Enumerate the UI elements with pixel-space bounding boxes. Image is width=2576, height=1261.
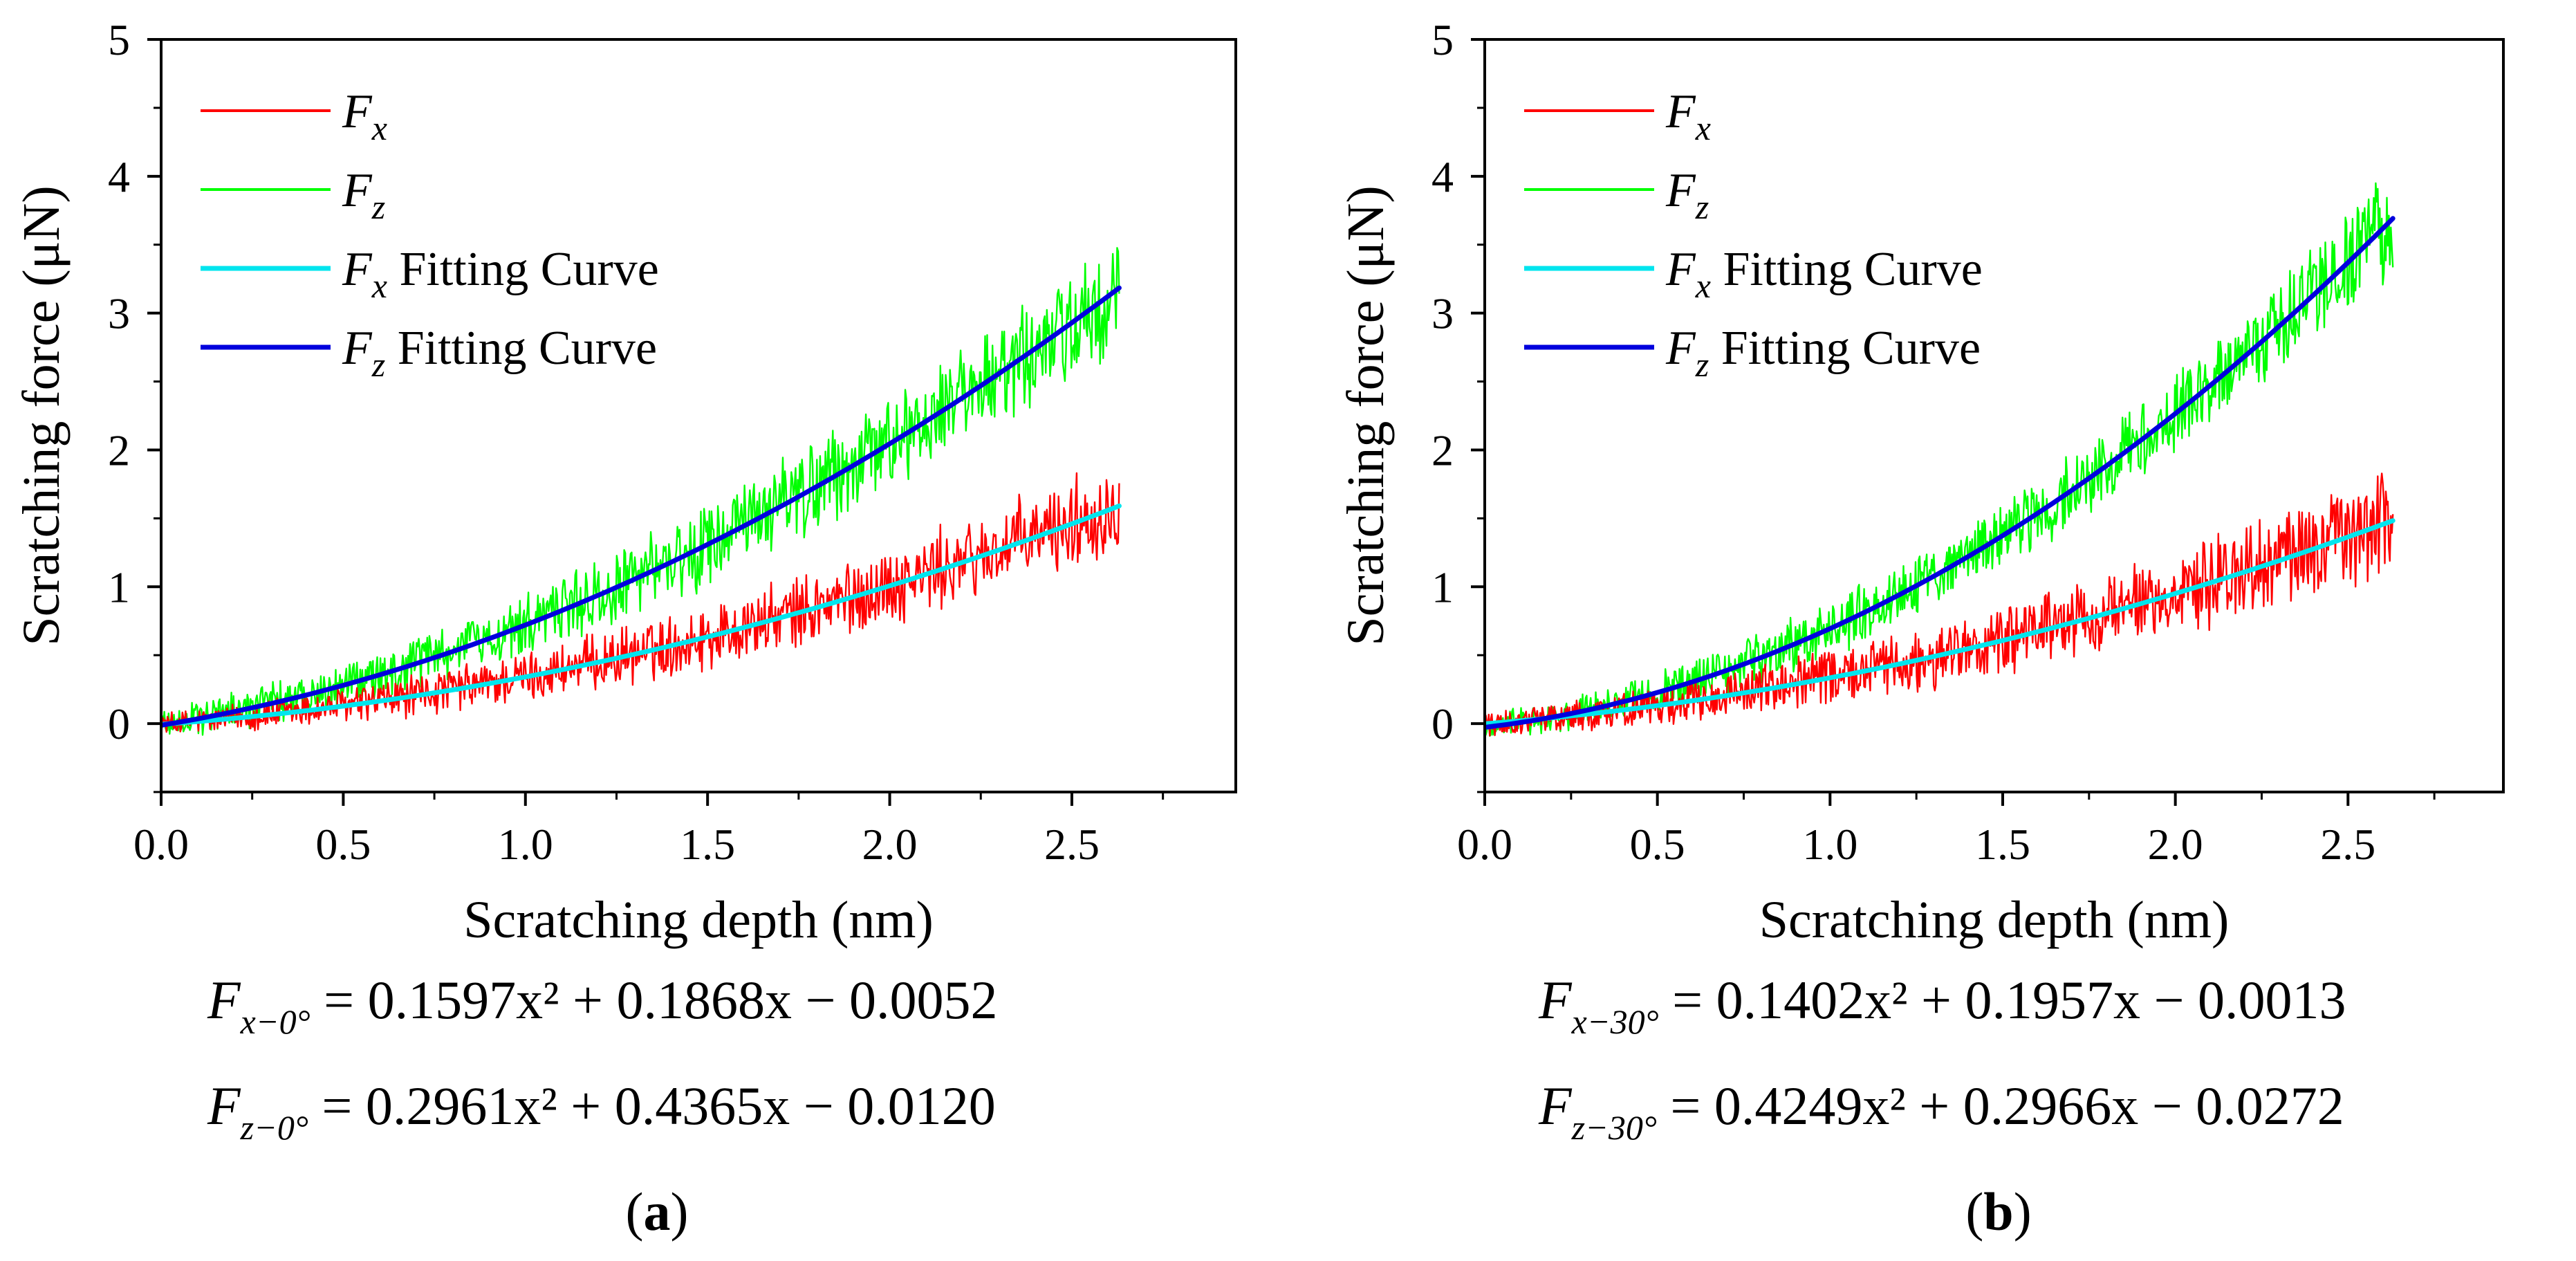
y-axis-title: Scratching force (μN) xyxy=(12,185,71,645)
legend: Fx Fz Fx Fitting Curve Fz Fitting Curve xyxy=(201,85,659,384)
x-tick-label: 2.0 xyxy=(862,820,918,869)
panel-label: (a) xyxy=(626,1181,689,1242)
series-x-fit-line xyxy=(161,503,1122,727)
y-tick-label: 2 xyxy=(1431,425,1454,475)
plot-area xyxy=(1485,182,2396,737)
fit-equation-2: Fz−0° = 0.2961x² + 0.4365x − 0.0120 xyxy=(207,1076,996,1147)
x-tick-label: 1.5 xyxy=(1975,820,2030,869)
y-axis-title: Scratching force (μN) xyxy=(1337,185,1395,645)
legend-label-1: Fx xyxy=(342,85,387,147)
series-z-noisy-line xyxy=(161,247,1120,736)
legend-label-4: Fz Fitting Curve xyxy=(1665,322,1981,384)
x-tick-label: 0.0 xyxy=(133,820,189,869)
x-tick-label: 2.5 xyxy=(2320,820,2375,869)
legend-label-2: Fz xyxy=(1665,164,1709,226)
chart-panel-b: 0.0 0.5 1.0 1.5 2.0 2.5 0 1 2 3 4 5 Scratching depth… xyxy=(1337,15,2505,1242)
y-tick-label: 4 xyxy=(108,152,130,201)
fit-equation-1: Fx−30° = 0.1402x² + 0.1957x − 0.0013 xyxy=(1538,970,2346,1041)
legend-label-3: Fx Fitting Curve xyxy=(1665,243,1983,305)
x-tick-label: 0.0 xyxy=(1457,820,1512,869)
series-x-noisy-line xyxy=(1485,472,2394,737)
series-z-fit-line xyxy=(1485,216,2396,730)
plot-frame xyxy=(1483,38,2505,793)
x-tick-label: 2.5 xyxy=(1044,820,1100,869)
legend-label-2: Fz xyxy=(342,164,385,226)
legend-label-1: Fx xyxy=(1665,85,1711,147)
x-tick-label: 1.5 xyxy=(680,820,735,869)
chart-panel-a: 0.0 0.5 1.0 1.5 2.0 2.5 0 1 2 3 4 5 Scratching depth… xyxy=(12,15,1237,1242)
fit-equation-1: Fx−0° = 0.1597x² + 0.1868x − 0.0052 xyxy=(207,970,997,1041)
x-tick-label: 0.5 xyxy=(315,820,371,869)
panel-label: (b) xyxy=(1965,1181,2031,1242)
plot-frame xyxy=(160,38,1237,793)
y-tick-label: 5 xyxy=(1431,15,1454,64)
legend-label-3: Fx Fitting Curve xyxy=(342,243,659,305)
x-axis-title: Scratching depth (nm) xyxy=(463,891,934,949)
plot-area xyxy=(161,247,1122,737)
x-tick-label: 2.0 xyxy=(2148,820,2203,869)
legend-label-4: Fz Fitting Curve xyxy=(342,322,657,384)
x-tick-label: 0.5 xyxy=(1630,820,1685,869)
fit-equation-2: Fz−30° = 0.4249x² + 0.2966x − 0.0272 xyxy=(1538,1076,2344,1147)
y-tick-label: 0 xyxy=(108,699,130,748)
x-tick-label: 1.0 xyxy=(498,820,553,869)
y-tick-label: 4 xyxy=(1431,152,1454,201)
series-x-fit-line xyxy=(1485,518,2396,726)
y-tick-label: 3 xyxy=(108,289,130,338)
y-tick-label: 1 xyxy=(108,562,130,611)
x-tick-label: 1.0 xyxy=(1802,820,1857,869)
y-tick-label: 5 xyxy=(108,15,130,64)
y-tick-label: 1 xyxy=(1431,562,1454,611)
y-tick-label: 0 xyxy=(1431,699,1454,748)
x-axis-title: Scratching depth (nm) xyxy=(1759,891,2230,949)
y-tick-label: 3 xyxy=(1431,289,1454,338)
legend: Fx Fz Fx Fitting Curve Fz Fitting Curve xyxy=(1524,85,1983,384)
series-z-fit-line xyxy=(161,285,1122,728)
y-tick-label: 2 xyxy=(108,425,130,475)
